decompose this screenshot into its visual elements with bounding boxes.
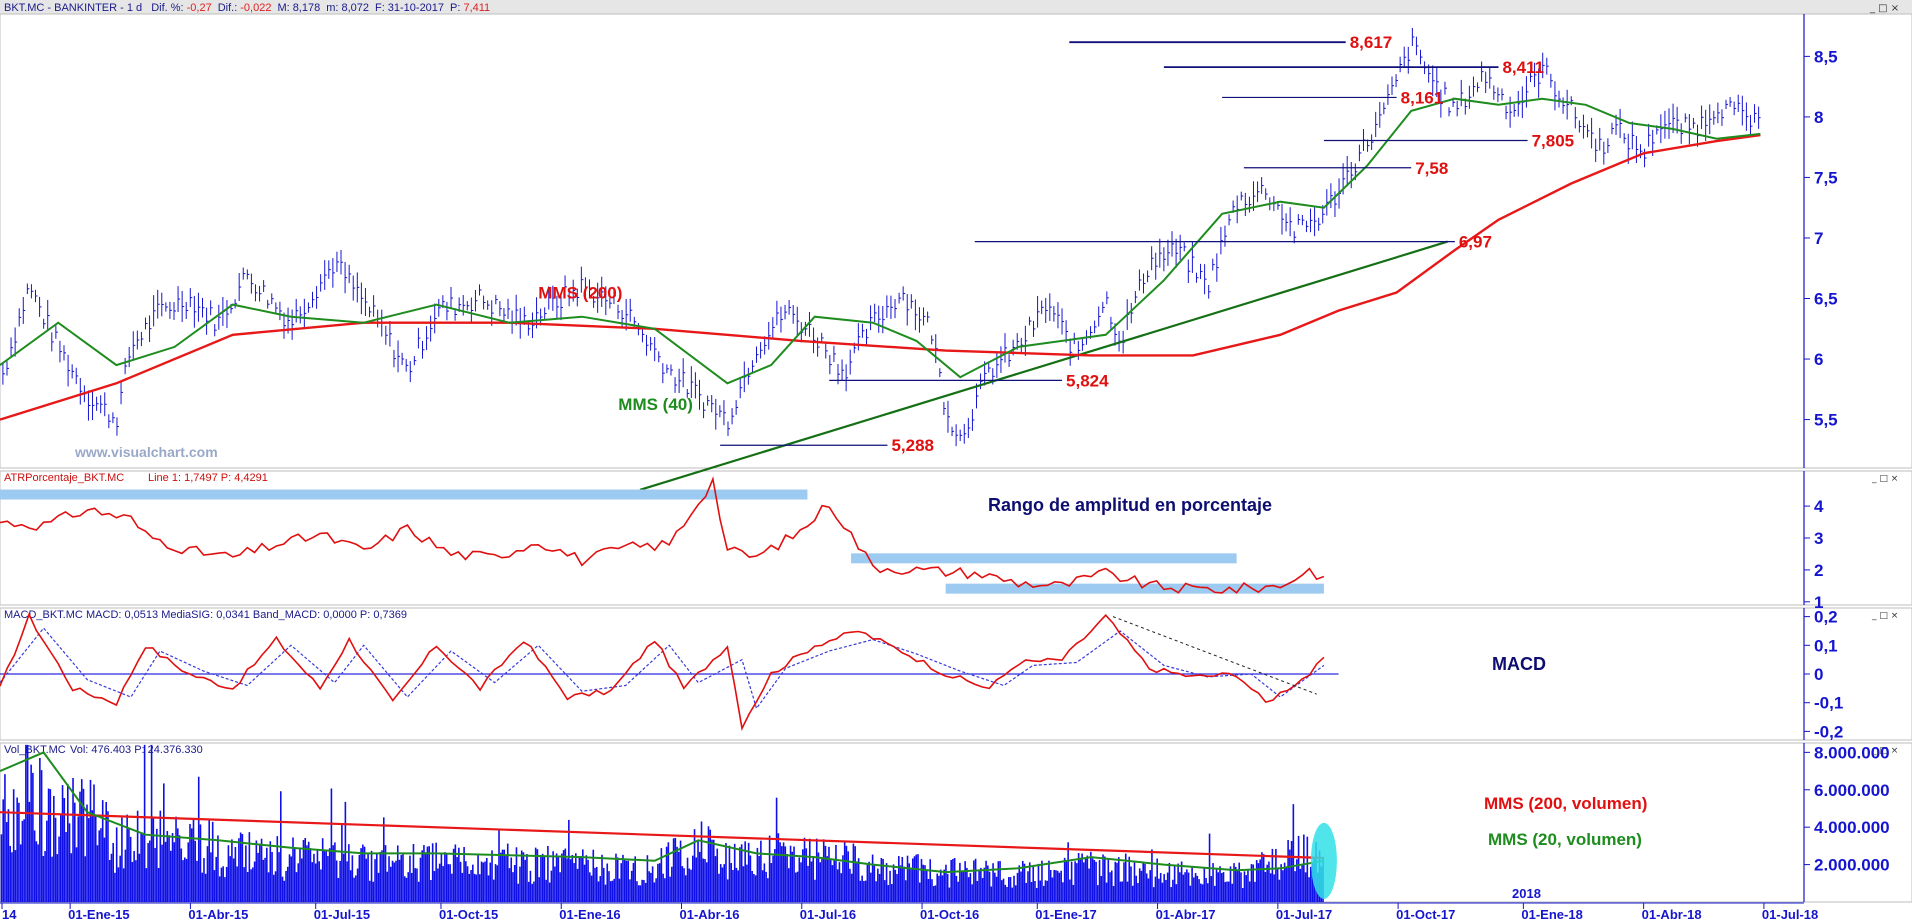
price-y-tick-label: 7,5: [1814, 168, 1838, 187]
header-label-3: m:: [326, 2, 338, 14]
atr-y-tick-label: 1: [1814, 593, 1823, 612]
x-tick-label: 01-Oct-16: [920, 907, 979, 922]
header-label-1: Dif.:: [218, 2, 238, 14]
vol-title-values: Vol: 476.403 P: 24.376.330: [70, 744, 203, 756]
vol-title: Vol_BKT.MC: [4, 744, 66, 756]
x-tick-label: 01-Ene-16: [559, 907, 620, 922]
vol-annotation: MMS (20, volumen): [1488, 830, 1642, 849]
macd-trendline: [1112, 616, 1317, 695]
vol-mms200-line: [0, 811, 1324, 860]
x-tick-label: 01-Abr-15: [188, 907, 248, 922]
level-label: 8,411: [1502, 58, 1544, 77]
atr-band: [0, 489, 808, 500]
trendline: [639, 240, 1448, 491]
header-value-3: 8,072: [341, 2, 369, 14]
mms40-line: [0, 97, 1761, 385]
atr-y-tick-label: 4: [1814, 497, 1824, 516]
x-tick-label: 01-Ene-15: [68, 907, 129, 922]
x-tick-label: 01-Ene-18: [1521, 907, 1582, 922]
macd-y-tick-label: 0,2: [1814, 608, 1838, 627]
x-tick-label: 01-Abr-16: [680, 907, 740, 922]
atr-annotation: Rango de amplitud en porcentaje: [988, 495, 1272, 515]
atr-title: ATRPorcentaje_BKT.MC: [4, 472, 124, 484]
x-axis: 14 01-Ene-15 01-Abr-15 01-Jul-15 01-Oct-15 01…: [0, 886, 1818, 922]
x-tick-label: 01-Abr-18: [1642, 907, 1702, 922]
level-label: 8,617: [1350, 33, 1393, 52]
macd-title: MACD_BKT.MC: [4, 609, 83, 621]
vol-y-tick-label: 4.000.000: [1814, 818, 1890, 837]
volume-panel: 8.000.000 6.000.000 4.000.000 2.000.000 Vol_…: [0, 743, 1890, 902]
atr-band: [851, 553, 1237, 564]
price-y-tick-label: 6: [1814, 350, 1823, 369]
macd-title-values: MACD: 0,0513 MediaSIG: 0,0341 Band_MACD:…: [86, 609, 407, 621]
x-tick-label: 01-Ene-17: [1035, 907, 1096, 922]
header-value-2: 8,178: [293, 2, 321, 14]
panel-window-buttons: _ □ ×: [1871, 474, 1898, 484]
price-y-tick-label: 8,5: [1814, 47, 1838, 66]
level-label: 5,824: [1066, 371, 1109, 390]
header-value-4: 31-10-2017: [388, 2, 444, 14]
ma-annotation: MMS (200): [538, 284, 622, 303]
panel-frame-price: [0, 13, 1912, 469]
header-label-2: M:: [277, 2, 289, 14]
price-bars: [2, 27, 1761, 447]
price-y-tick-label: 7: [1814, 229, 1823, 248]
window-buttons[interactable]: _ □ ×: [1869, 3, 1899, 14]
macd-annotation: MACD: [1492, 654, 1546, 674]
level-label: 5,288: [891, 436, 934, 455]
vol-mms20-line: [0, 751, 1325, 874]
atr-panel: 4 3 2 1 ATRPorcentaje_BKT.MC Line 1: 1,7497 P…: [0, 472, 1824, 612]
macd-y-tick-label: -0,1: [1814, 694, 1843, 713]
price-panel: 8,5 8 7,5 7 6,5 6 5,5 8,617 8,411 8,161 7,805 7,58 6…: [0, 27, 1838, 491]
macd-y-tick-label: 0,1: [1814, 636, 1838, 655]
price-y-tick-label: 8: [1814, 108, 1823, 127]
atr-title-values: Line 1: 1,7497 P: 4,4291: [148, 472, 268, 484]
vol-y-tick-label: 6.000.000: [1814, 781, 1890, 800]
atr-y-tick-label: 3: [1814, 529, 1823, 548]
macd-line: [0, 612, 1325, 731]
header-symbol: BKT.MC - BANKINTER - 1 d: [4, 2, 142, 14]
level-label: 8,161: [1401, 88, 1444, 107]
header-value-5: 7,411: [463, 2, 490, 14]
volume-bars: [0, 744, 1324, 902]
x-tick-label: 14: [2, 907, 17, 922]
level-label: 7,58: [1415, 159, 1448, 178]
macd-y-tick-label: 0: [1814, 665, 1823, 684]
macd-y-tick-label: -0,2: [1814, 722, 1843, 741]
vol-annotation: MMS (200, volumen): [1484, 794, 1647, 813]
header-label-0: Dif. %:: [151, 2, 183, 14]
x-tick-label: 01-Jul-17: [1276, 907, 1332, 922]
header-value-1: -0,022: [240, 2, 271, 14]
panel-window-buttons: _ □ ×: [1871, 746, 1898, 756]
vol-y-tick-label: 2.000.000: [1814, 856, 1890, 875]
atr-band: [945, 583, 1324, 594]
header-value-0: -0,27: [187, 2, 212, 14]
vol-y-tick-label: 8.000.000: [1814, 743, 1890, 762]
price-y-tick-label: 6,5: [1814, 290, 1838, 309]
header-label-4: F:: [375, 2, 385, 14]
ma-annotation: MMS (40): [618, 395, 693, 414]
x-tick-label: 01-Abr-17: [1156, 907, 1216, 922]
header-label-5: P:: [450, 2, 460, 14]
x-tick-label: 01-Jul-18: [1762, 907, 1818, 922]
header-bar: [0, 0, 1912, 14]
atr-line: [0, 476, 1325, 594]
x-tick-label: 01-Jul-15: [314, 907, 370, 922]
x-tick-label: 01-Oct-15: [439, 907, 498, 922]
panel-frames: _ □ × _ □ × _ □ ×: [0, 13, 1912, 903]
volume-highlight: [1310, 822, 1337, 899]
level-label: 6,97: [1459, 233, 1492, 252]
chart-header: BKT.MC - BANKINTER - 1 d Dif. %: -0,27 Dif…: [4, 2, 490, 14]
price-y-tick-label: 5,5: [1814, 411, 1838, 430]
atr-y-tick-label: 2: [1814, 561, 1823, 580]
watermark: www.visualchart.com: [74, 444, 218, 460]
macd-panel: 0,2 0,1 0 -0,1 -0,2 MACD_BKT.MC MACD: 0,0513 M…: [0, 608, 1843, 741]
x-tick-label: 01-Jul-16: [800, 907, 856, 922]
x-tick-label: 01-Oct-17: [1396, 907, 1455, 922]
x-year-label: 2018: [1512, 886, 1541, 901]
panel-window-buttons: _ □ ×: [1871, 611, 1898, 621]
level-label: 7,805: [1532, 132, 1575, 151]
